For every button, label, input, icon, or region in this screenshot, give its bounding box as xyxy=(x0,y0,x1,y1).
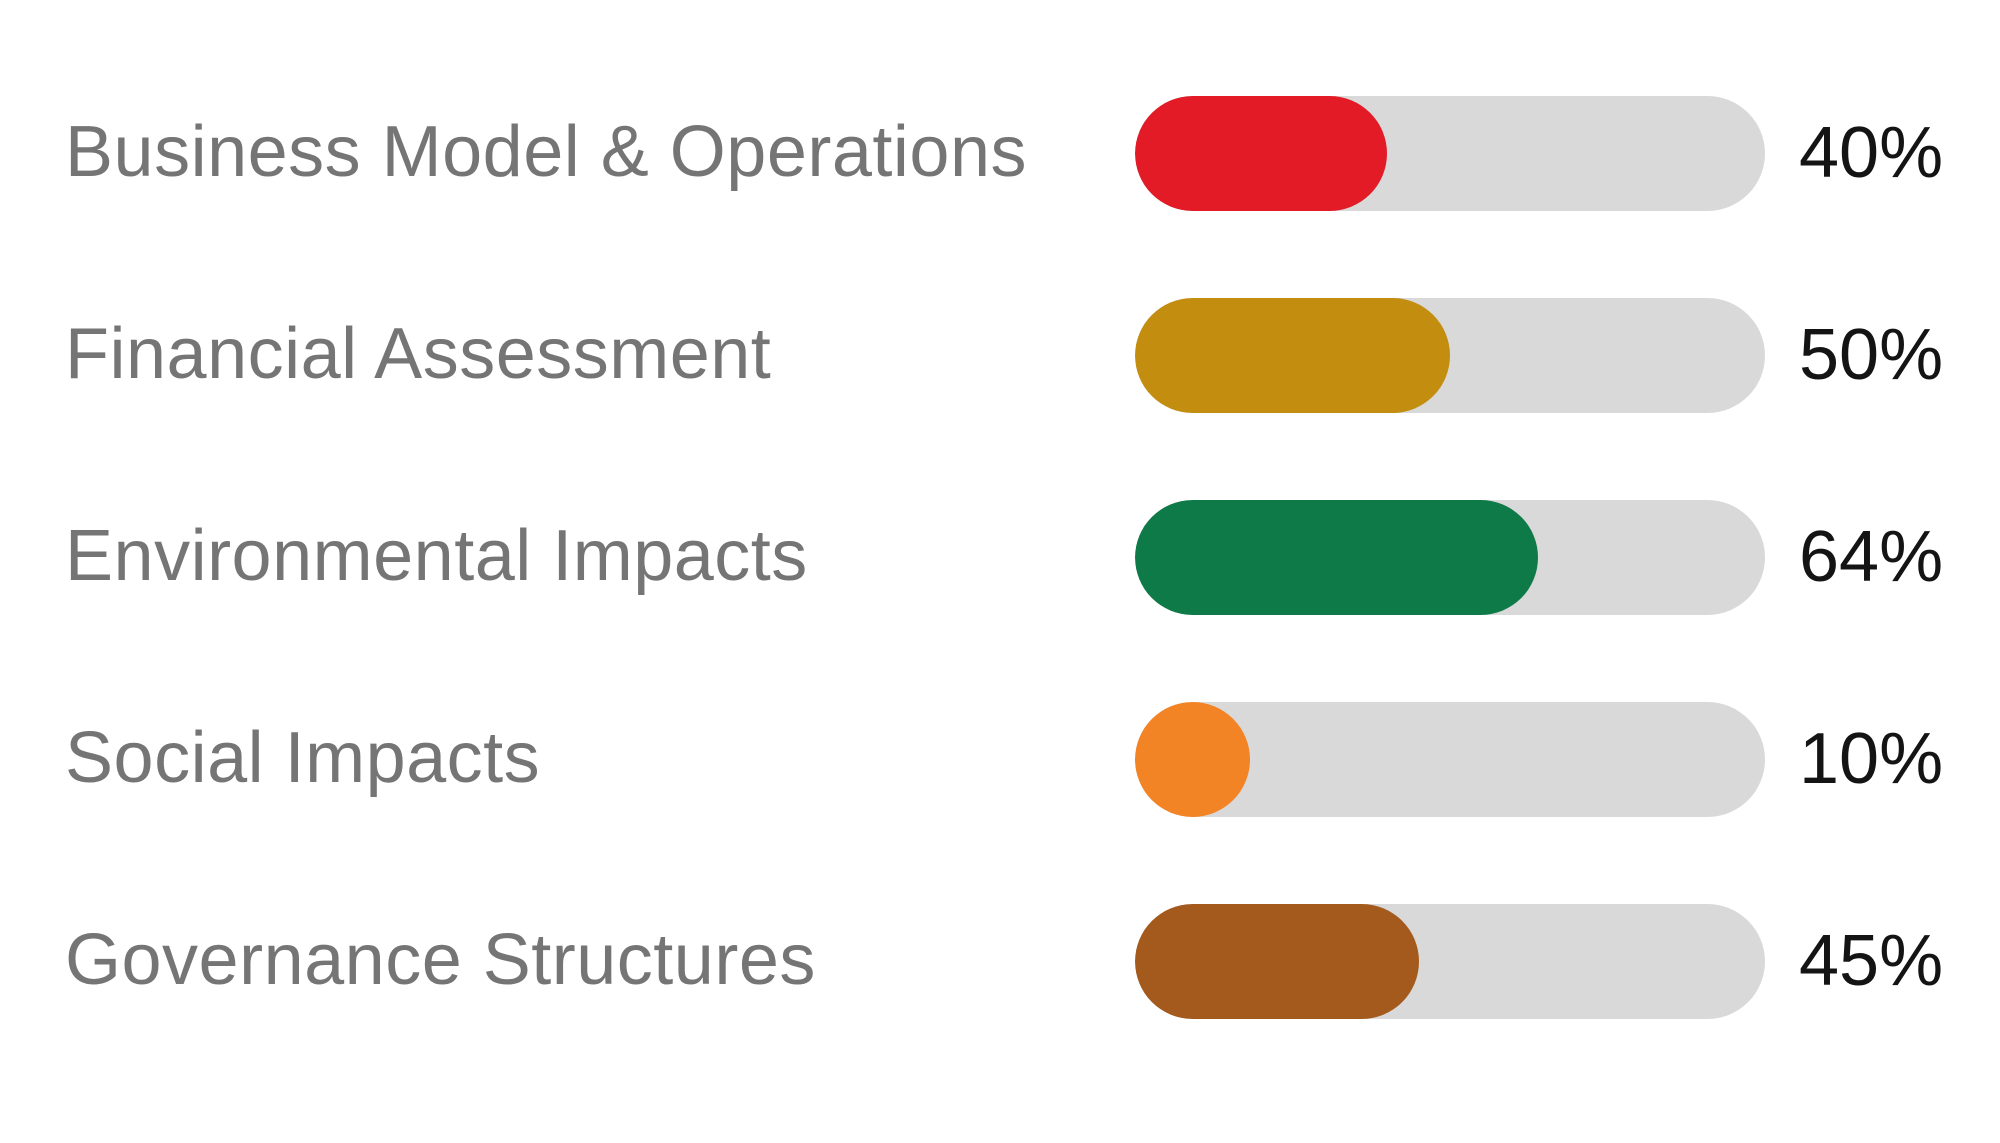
progress-fill xyxy=(1135,297,1450,413)
progress-track xyxy=(1135,903,1765,1019)
progress-fill xyxy=(1135,95,1387,211)
chart-row: Environmental Impacts 64% xyxy=(0,456,2000,658)
chart-row: Financial Assessment 50% xyxy=(0,254,2000,456)
progress-track xyxy=(1135,95,1765,211)
category-label: Business Model & Operations xyxy=(65,112,1027,193)
percent-value: 45% xyxy=(1799,921,1944,1001)
progress-fill xyxy=(1135,499,1539,615)
progress-fill xyxy=(1135,903,1419,1019)
category-label: Environmental Impacts xyxy=(65,516,808,597)
category-label: Governance Structures xyxy=(65,920,816,1001)
progress-track xyxy=(1135,297,1765,413)
category-label: Financial Assessment xyxy=(65,314,772,395)
chart-row: Governance Structures 45% xyxy=(0,860,2000,1062)
percent-value: 64% xyxy=(1799,517,1944,597)
percent-value: 10% xyxy=(1799,719,1944,799)
progress-track xyxy=(1135,499,1765,615)
progress-fill xyxy=(1135,701,1250,817)
percent-value: 40% xyxy=(1799,113,1944,193)
progress-track xyxy=(1135,701,1765,817)
chart-row: Business Model & Operations 40% xyxy=(0,52,2000,254)
category-label: Social Impacts xyxy=(65,718,541,799)
percent-value: 50% xyxy=(1799,315,1944,395)
chart-row: Social Impacts 10% xyxy=(0,658,2000,860)
